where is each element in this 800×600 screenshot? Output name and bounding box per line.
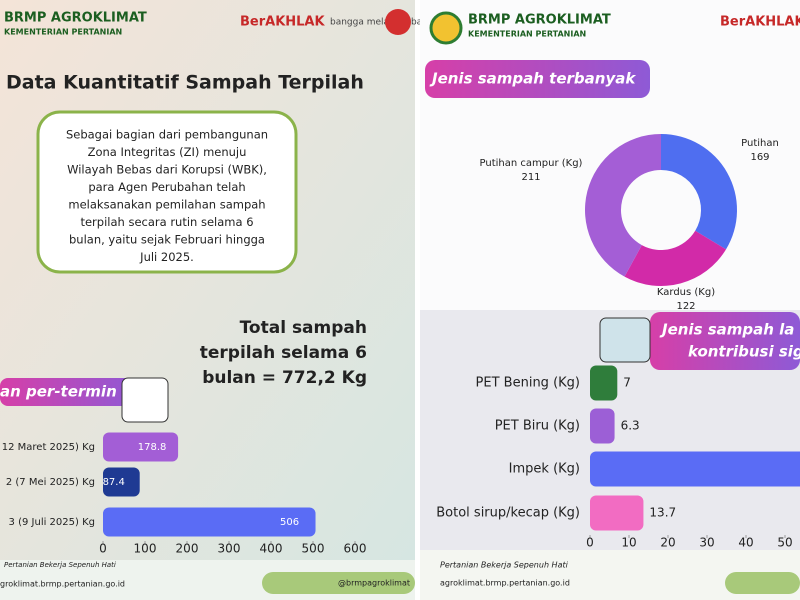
category-label: 12 Maret 2025) Kg bbox=[2, 442, 95, 453]
bar bbox=[590, 365, 618, 401]
section-banner bbox=[0, 378, 140, 406]
footer-motto: Pertanian Bekerja Sepenuh Hati bbox=[440, 561, 569, 570]
paragraph-line: Juli 2025. bbox=[139, 250, 194, 264]
bar bbox=[103, 507, 316, 537]
section-banner bbox=[650, 312, 800, 370]
value-label: 6.3 bbox=[621, 419, 640, 433]
value-label: 178.8 bbox=[138, 442, 167, 453]
footer-social: @brmpagroklimat bbox=[338, 579, 410, 588]
title: Data Kuantitatif Sampah Terpilah bbox=[6, 72, 364, 94]
value-label: 13.7 bbox=[649, 506, 676, 520]
section-title: Jenis sampah la bbox=[659, 321, 794, 339]
value-label: 87.4 bbox=[103, 477, 125, 488]
category-label: PET Biru (Kg) bbox=[495, 419, 580, 434]
x-tick-label: 30 bbox=[699, 536, 714, 550]
x-tick-label: 300 bbox=[218, 542, 241, 556]
bar bbox=[590, 495, 644, 531]
category-label: 2 (7 Mei 2025) Kg bbox=[6, 477, 95, 488]
total-line: Total sampah bbox=[240, 318, 367, 338]
x-tick-label: 0 bbox=[99, 542, 107, 556]
segment-label: Kardus (Kg) bbox=[657, 287, 715, 298]
speech-bubble bbox=[36, 110, 298, 274]
paragraph-line: Sebagai bagian dari pembangunan bbox=[66, 128, 268, 142]
category-label: Botol sirup/kecap (Kg) bbox=[436, 506, 580, 521]
category-label: Impek (Kg) bbox=[509, 462, 580, 477]
calendar-icon bbox=[121, 377, 169, 423]
segment-value: 122 bbox=[676, 301, 695, 312]
total-line: terpilah selama 6 bbox=[200, 343, 367, 363]
donut-segment bbox=[585, 134, 661, 277]
x-tick-label: 600 bbox=[344, 542, 367, 556]
recycle-icon bbox=[599, 317, 651, 363]
section-banner bbox=[425, 60, 650, 98]
paragraph-line: melaksanakan pemilahan sampah bbox=[68, 198, 265, 212]
value-label: 7 bbox=[623, 376, 631, 390]
badge bbox=[385, 9, 411, 35]
donut-segment bbox=[661, 134, 737, 250]
x-tick-label: 50 bbox=[777, 536, 792, 550]
category-label: 3 (9 Juli 2025) Kg bbox=[9, 517, 95, 528]
paragraph-line: bulan, yaitu sejak Februari hingga bbox=[69, 233, 265, 247]
x-tick-label: 100 bbox=[134, 542, 157, 556]
donut-segment bbox=[624, 230, 727, 287]
logo-emblem bbox=[429, 11, 463, 45]
paragraph-line: Zona Integritas (ZI) menuju bbox=[88, 145, 247, 159]
logo: BRMP AGROKLIMAT bbox=[4, 11, 147, 26]
paragraph-line: para Agen Perubahan telah bbox=[88, 180, 245, 194]
berakhlak: BerAKHLAK bbox=[240, 15, 325, 30]
segment-label: Putihan bbox=[741, 138, 779, 149]
section-title: kontribusi sig bbox=[688, 343, 800, 361]
x-tick-label: 400 bbox=[260, 542, 283, 556]
x-tick-label: 40 bbox=[738, 536, 753, 550]
social-pill bbox=[725, 572, 800, 594]
category-label: PET Bening (Kg) bbox=[476, 376, 580, 391]
section-title: Jenis sampah terbanyak bbox=[429, 70, 636, 88]
ministry: KEMENTERIAN PERTANIAN bbox=[4, 28, 122, 37]
social-pill bbox=[262, 572, 415, 594]
section-title: an per-termin bbox=[0, 383, 117, 401]
segment-label: Putihan campur (Kg) bbox=[480, 158, 583, 169]
paragraph-line: terpilah secara rutin selama 6 bbox=[80, 215, 253, 229]
x-tick-label: 10 bbox=[621, 536, 636, 550]
bar bbox=[590, 408, 615, 444]
footer-url: groklimat.brmp.pertanian.go.id bbox=[0, 580, 125, 589]
segment-value: 169 bbox=[750, 152, 769, 163]
x-tick-label: 20 bbox=[660, 536, 675, 550]
x-tick-label: 500 bbox=[302, 542, 325, 556]
total-line: bulan = 772,2 Kg bbox=[202, 368, 367, 388]
footer-url: agroklimat.brmp.pertanian.go.id bbox=[440, 579, 570, 588]
berakhlak: BerAKHLAK bbox=[720, 15, 800, 30]
x-tick-label: 200 bbox=[176, 542, 199, 556]
ministry: KEMENTERIAN PERTANIAN bbox=[468, 30, 586, 39]
segment-value: 211 bbox=[521, 172, 540, 183]
paragraph-line: Wilayah Bebas dari Korupsi (WBK), bbox=[67, 163, 267, 177]
footer-motto: Pertanian Bekerja Sepenuh Hati bbox=[4, 561, 116, 569]
x-tick-label: 0 bbox=[586, 536, 594, 550]
bar bbox=[103, 432, 179, 462]
left-panel bbox=[0, 0, 415, 600]
logo: BRMP AGROKLIMAT bbox=[468, 13, 611, 28]
bar bbox=[590, 451, 800, 487]
bar bbox=[103, 467, 140, 497]
value-label: 506 bbox=[280, 517, 299, 528]
